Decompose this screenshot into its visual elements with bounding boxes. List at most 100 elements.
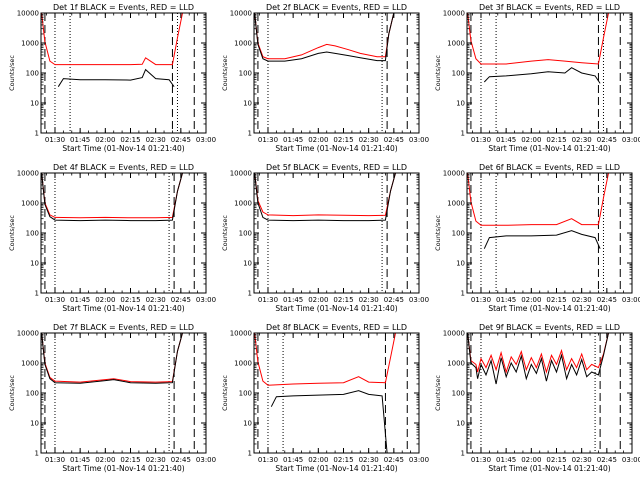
x-tick-label: 02:30 bbox=[359, 456, 379, 464]
x-tick-label: 02:15 bbox=[546, 456, 566, 464]
y-axis-label: Counts/sec bbox=[221, 215, 229, 251]
chart-panel-3: Det 3f BLACK = Events, RED = LLD 1 10 100 10… bbox=[434, 3, 640, 153]
x-axis-label: Start Time (01-Nov-14 01:21:40) bbox=[275, 144, 397, 153]
chart-title: Det 4f BLACK = Events, RED = LLD bbox=[53, 163, 194, 172]
x-tick-label: 01:30 bbox=[471, 136, 491, 144]
y-axis-label: Counts/sec bbox=[8, 375, 16, 411]
x-tick-label: 02:15 bbox=[120, 296, 140, 304]
x-tick-label: 02:15 bbox=[333, 296, 353, 304]
x-tick-label: 02:45 bbox=[597, 136, 617, 144]
events-series-line bbox=[483, 67, 601, 84]
x-tick-label: 02:30 bbox=[146, 456, 166, 464]
y-tick-label: 100 bbox=[26, 230, 39, 238]
x-tick-label: 01:30 bbox=[258, 296, 278, 304]
y-tick-label: 1000 bbox=[21, 360, 39, 368]
y-tick-label: 100 bbox=[452, 70, 465, 78]
x-tick-label: 02:00 bbox=[308, 136, 328, 144]
x-tick-label: 02:45 bbox=[171, 136, 191, 144]
y-tick-label: 1000 bbox=[234, 200, 252, 208]
x-tick-label: 01:45 bbox=[496, 456, 516, 464]
x-tick-label: 03:00 bbox=[622, 296, 640, 304]
x-tick-label: 02:00 bbox=[95, 456, 115, 464]
y-axis-label: Counts/sec bbox=[221, 55, 229, 91]
lld-series-line bbox=[41, 332, 183, 383]
x-tick-label: 03:00 bbox=[409, 136, 429, 144]
y-axis-label: Counts/sec bbox=[434, 55, 442, 91]
plot-frame bbox=[40, 172, 207, 294]
chart-title: Det 3f BLACK = Events, RED = LLD bbox=[479, 3, 620, 12]
x-tick-label: 02:00 bbox=[308, 456, 328, 464]
chart-panel-6: Det 6f BLACK = Events, RED = LLD 1 10 100 10… bbox=[434, 163, 640, 313]
x-axis-label: Start Time (01-Nov-14 01:21:40) bbox=[488, 304, 610, 313]
x-tick-label: 02:45 bbox=[384, 456, 404, 464]
x-tick-label: 01:30 bbox=[258, 456, 278, 464]
x-tick-label: 01:30 bbox=[471, 456, 491, 464]
x-tick-label: 03:00 bbox=[196, 136, 216, 144]
y-tick-label: 10 bbox=[30, 420, 39, 428]
x-tick-label: 01:45 bbox=[496, 296, 516, 304]
chart-panel-5: Det 5f BLACK = Events, RED = LLD 1 10 100 10… bbox=[221, 163, 429, 313]
y-tick-label: 100 bbox=[239, 70, 252, 78]
x-tick-label: 03:00 bbox=[622, 456, 640, 464]
x-tick-label: 02:30 bbox=[572, 296, 592, 304]
x-tick-label: 02:45 bbox=[597, 296, 617, 304]
y-tick-label: 1 bbox=[461, 130, 465, 138]
chart-title: Det 9f BLACK = Events, RED = LLD bbox=[479, 323, 620, 332]
lld-series-line bbox=[254, 12, 395, 60]
x-tick-label: 01:30 bbox=[471, 296, 491, 304]
chart-title: Det 5f BLACK = Events, RED = LLD bbox=[266, 163, 407, 172]
x-tick-label: 01:45 bbox=[70, 456, 90, 464]
y-tick-label: 100 bbox=[452, 230, 465, 238]
x-tick-label: 02:30 bbox=[572, 136, 592, 144]
x-tick-label: 01:45 bbox=[283, 456, 303, 464]
plot-frame bbox=[253, 12, 420, 134]
x-tick-label: 03:00 bbox=[196, 456, 216, 464]
plot-frame bbox=[466, 332, 633, 454]
chart-panel-7: Det 7f BLACK = Events, RED = LLD 1 10 100 10… bbox=[8, 323, 216, 473]
y-tick-label: 100 bbox=[239, 230, 252, 238]
x-tick-label: 02:45 bbox=[597, 456, 617, 464]
events-series-line bbox=[254, 172, 396, 222]
chart-title: Det 2f BLACK = Events, RED = LLD bbox=[266, 3, 407, 12]
plot-frame bbox=[253, 172, 420, 294]
y-axis-label: Counts/sec bbox=[8, 215, 16, 251]
x-tick-label: 02:30 bbox=[146, 136, 166, 144]
x-tick-label: 02:30 bbox=[572, 456, 592, 464]
y-tick-label: 1 bbox=[35, 450, 39, 458]
x-tick-label: 02:00 bbox=[95, 296, 115, 304]
x-tick-label: 02:15 bbox=[120, 136, 140, 144]
x-tick-label: 02:45 bbox=[384, 296, 404, 304]
lld-series-line bbox=[467, 332, 609, 374]
events-series-line bbox=[57, 68, 175, 87]
x-tick-label: 01:30 bbox=[45, 456, 65, 464]
chart-panel-2: Det 2f BLACK = Events, RED = LLD 1 10 100 10… bbox=[221, 3, 429, 153]
y-axis-label: Counts/sec bbox=[434, 215, 442, 251]
x-tick-label: 01:45 bbox=[496, 136, 516, 144]
x-tick-label: 01:30 bbox=[45, 136, 65, 144]
x-axis-label: Start Time (01-Nov-14 01:21:40) bbox=[62, 144, 184, 153]
chart-panel-9: Det 9f BLACK = Events, RED = LLD 1 10 100 10… bbox=[434, 323, 640, 473]
lld-series-line bbox=[41, 172, 183, 219]
x-tick-label: 02:15 bbox=[546, 136, 566, 144]
events-series-line bbox=[41, 172, 183, 222]
events-series-line bbox=[270, 390, 388, 454]
chart-title: Det 1f BLACK = Events, RED = LLD bbox=[53, 3, 194, 12]
x-tick-label: 03:00 bbox=[409, 296, 429, 304]
x-tick-label: 02:45 bbox=[384, 136, 404, 144]
lld-series-line bbox=[254, 332, 396, 386]
y-tick-label: 10 bbox=[243, 420, 252, 428]
y-tick-label: 10000 bbox=[230, 10, 252, 18]
y-tick-label: 100 bbox=[452, 390, 465, 398]
y-tick-label: 10000 bbox=[17, 330, 39, 338]
x-tick-label: 01:45 bbox=[70, 136, 90, 144]
y-tick-label: 10 bbox=[30, 100, 39, 108]
chart-title: Det 8f BLACK = Events, RED = LLD bbox=[266, 323, 407, 332]
x-tick-label: 02:00 bbox=[521, 296, 541, 304]
x-tick-label: 02:15 bbox=[333, 456, 353, 464]
x-axis-label: Start Time (01-Nov-14 01:21:40) bbox=[488, 144, 610, 153]
x-tick-label: 02:30 bbox=[359, 136, 379, 144]
y-axis-label: Counts/sec bbox=[434, 375, 442, 411]
lld-series-line bbox=[254, 172, 396, 217]
chart-title: Det 7f BLACK = Events, RED = LLD bbox=[53, 323, 194, 332]
